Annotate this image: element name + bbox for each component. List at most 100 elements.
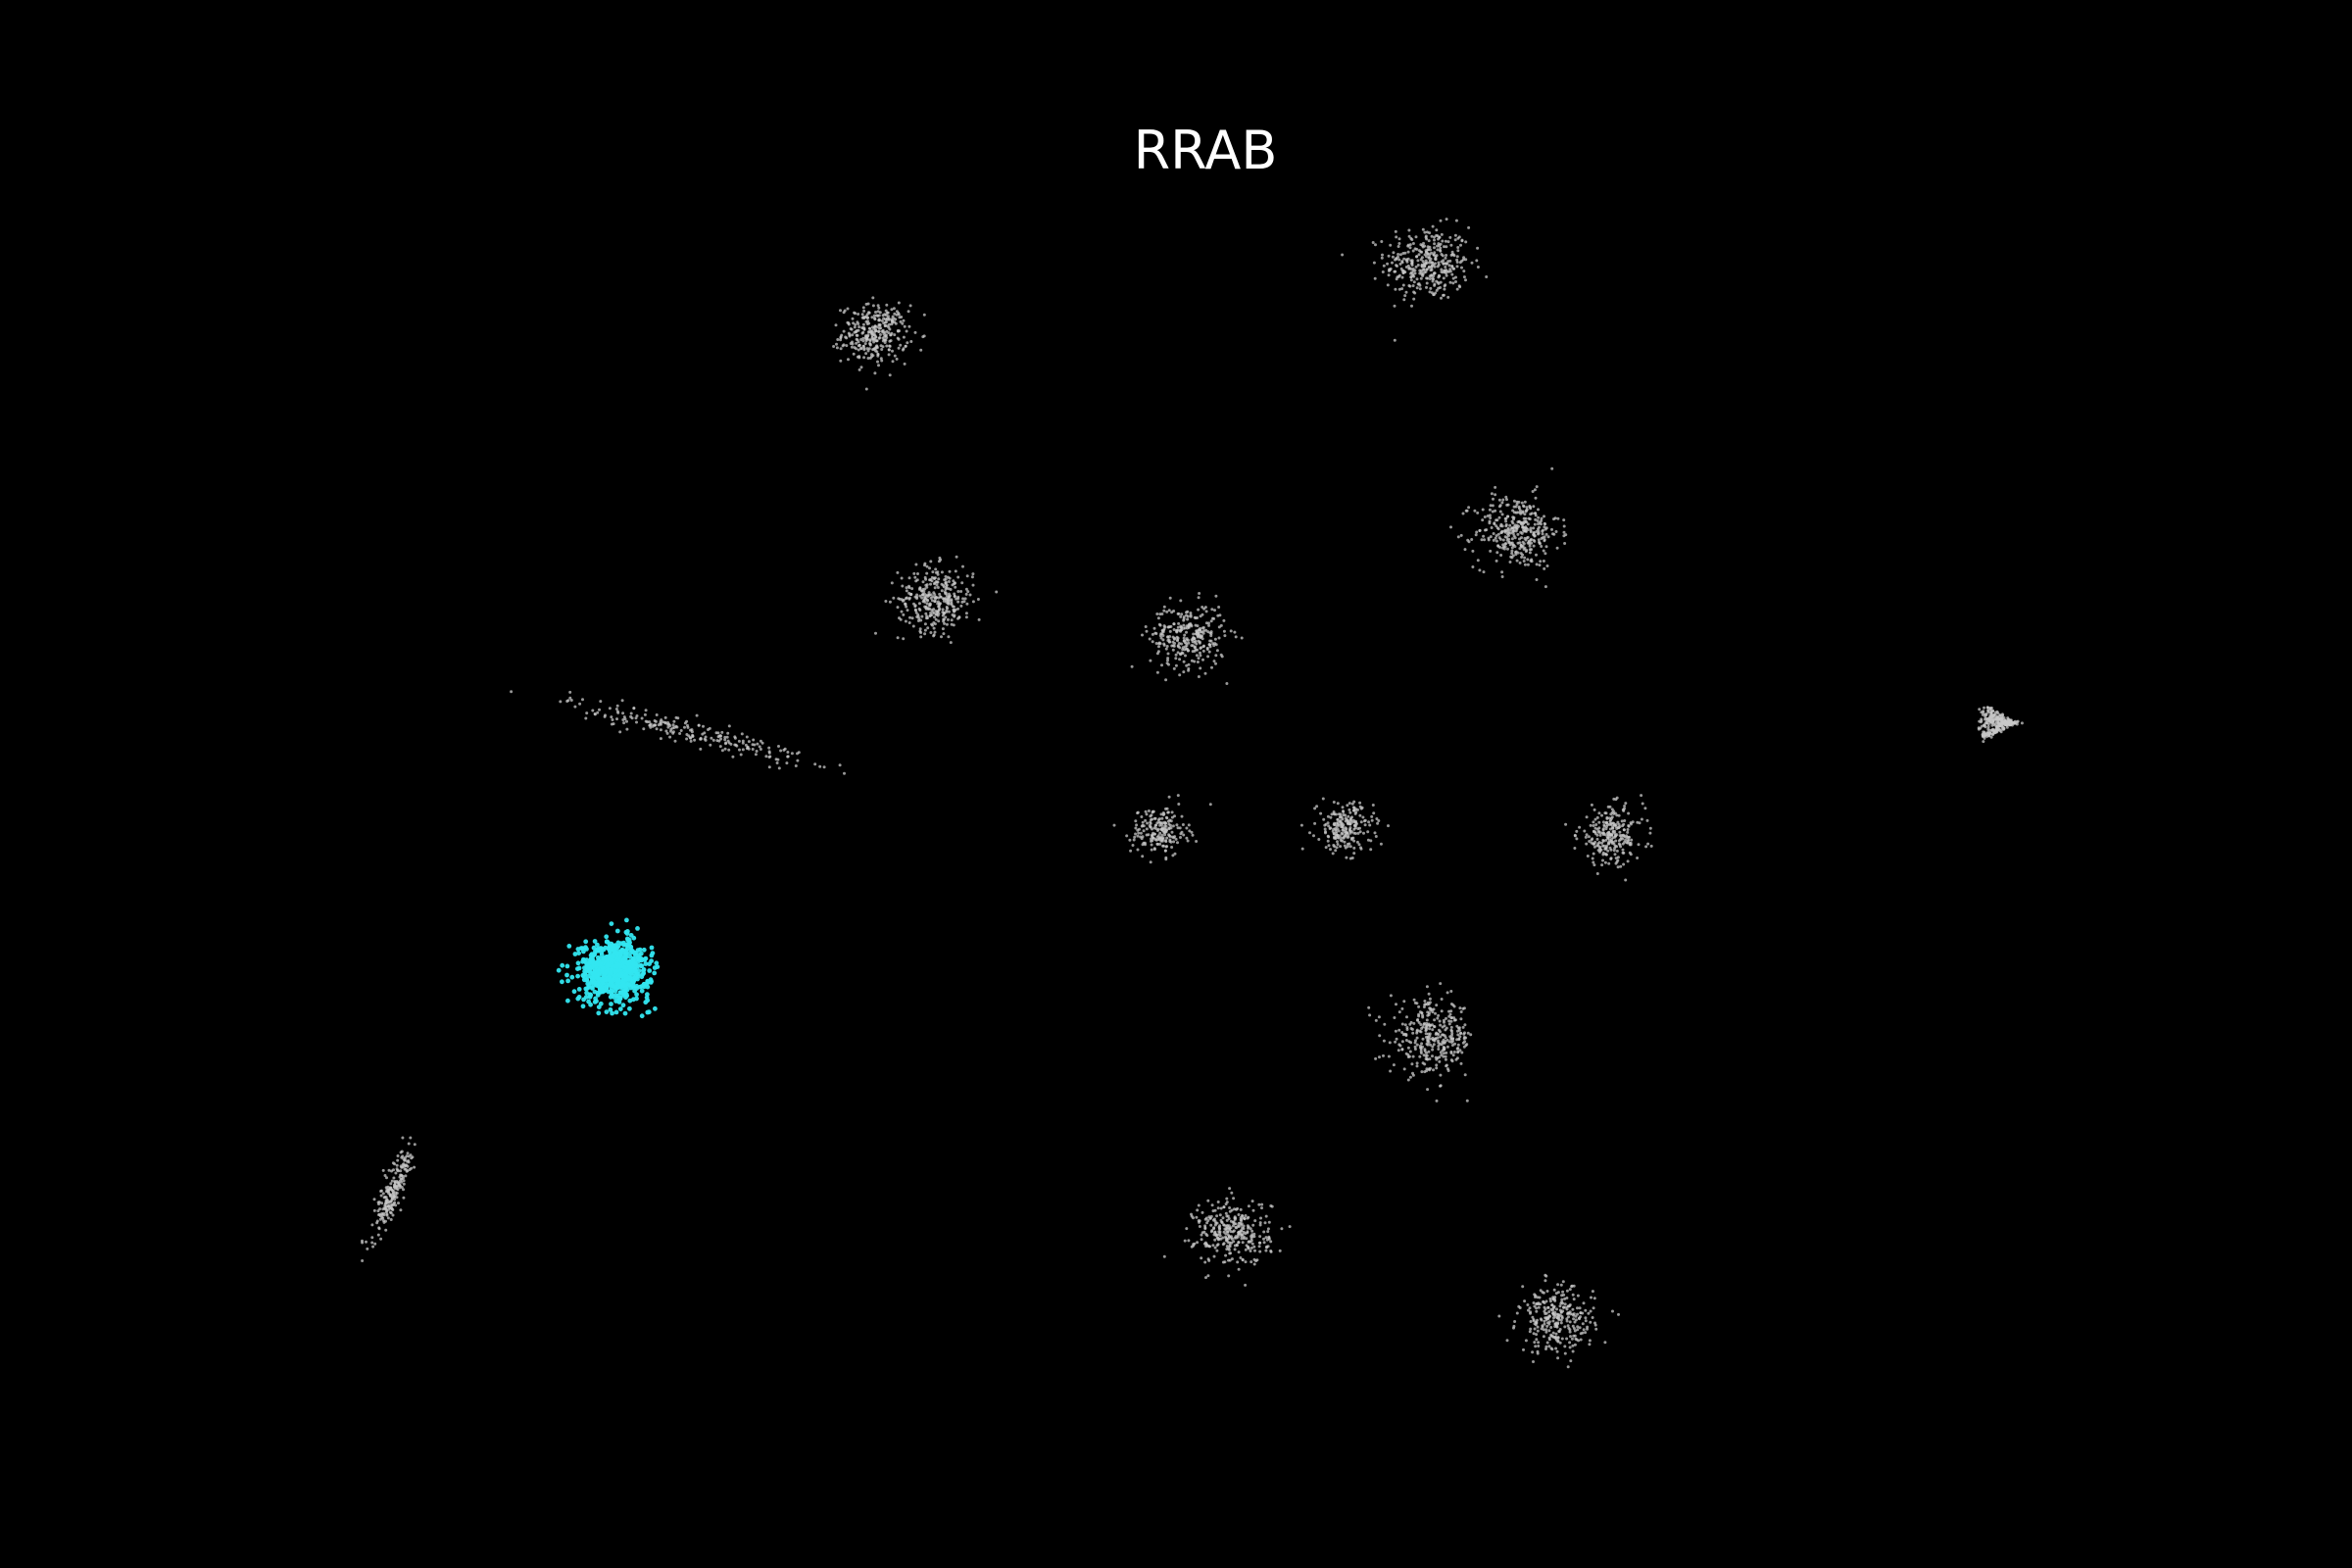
data-point	[685, 733, 689, 736]
data-point	[1159, 636, 1163, 640]
data-point	[1378, 1055, 1381, 1059]
data-point	[1169, 624, 1173, 628]
data-point	[1265, 1246, 1268, 1250]
data-point	[1425, 1018, 1429, 1022]
data-point	[1235, 1243, 1239, 1247]
data-point	[1204, 1276, 1207, 1280]
data-point	[1537, 1341, 1541, 1345]
data-point	[955, 555, 958, 559]
data-point	[1461, 512, 1465, 515]
data-point	[1185, 630, 1188, 634]
data-point	[1527, 516, 1531, 520]
data-point	[1984, 713, 1988, 717]
data-point	[1514, 553, 1518, 557]
data-point	[888, 344, 892, 348]
data-point	[1431, 224, 1435, 228]
data-point	[1244, 1260, 1248, 1264]
data-point	[1499, 554, 1503, 557]
data-point	[1250, 1200, 1254, 1203]
data-point	[685, 737, 689, 741]
data-point	[1453, 1042, 1456, 1046]
data-point	[1179, 836, 1182, 839]
data-point	[1382, 264, 1386, 268]
data-point	[1459, 243, 1462, 247]
data-point	[963, 597, 967, 601]
data-point	[1258, 1223, 1262, 1227]
data-point	[1620, 819, 1624, 823]
data-point	[1134, 826, 1138, 830]
data-point	[1141, 633, 1144, 637]
data-point	[1600, 813, 1603, 817]
data-point	[637, 968, 642, 973]
data-point	[583, 939, 589, 945]
data-point	[1465, 1099, 1469, 1102]
data-point	[1201, 645, 1205, 649]
data-point	[1300, 847, 1304, 851]
data-point	[625, 727, 629, 731]
data-point	[1537, 1301, 1541, 1305]
data-point	[1251, 1223, 1255, 1227]
data-point	[1424, 1054, 1428, 1058]
data-point	[1233, 1248, 1237, 1251]
data-point	[835, 346, 839, 350]
data-point	[1544, 532, 1548, 536]
data-point	[1519, 530, 1523, 534]
data-point	[1404, 290, 1408, 294]
data-point	[1245, 1237, 1249, 1241]
data-point	[1396, 274, 1400, 278]
data-point	[1606, 833, 1610, 837]
data-point	[1506, 528, 1510, 531]
data-point	[760, 741, 764, 745]
data-point	[1544, 1279, 1547, 1283]
data-point	[620, 982, 626, 988]
data-point	[907, 586, 911, 590]
data-point	[1557, 1317, 1561, 1320]
data-point	[1573, 834, 1577, 838]
data-point	[1579, 1338, 1583, 1342]
data-point	[1426, 1038, 1430, 1042]
data-point	[1524, 516, 1528, 520]
data-point	[1481, 518, 1485, 522]
data-point	[1533, 1322, 1537, 1326]
data-point	[1242, 1230, 1246, 1234]
data-point	[1186, 839, 1190, 843]
data-point	[1445, 273, 1448, 277]
data-point	[1586, 1327, 1589, 1331]
data-point	[1375, 817, 1379, 820]
data-point	[880, 348, 884, 351]
data-point	[1258, 1221, 1262, 1225]
data-point	[1466, 1031, 1470, 1035]
data-point	[1449, 1003, 1453, 1005]
data-point	[1197, 596, 1200, 600]
data-point	[1176, 651, 1180, 655]
data-point	[851, 340, 854, 344]
data-point	[1501, 543, 1505, 547]
data-point	[394, 1171, 398, 1175]
data-point	[1433, 283, 1437, 287]
data-point	[1182, 833, 1186, 837]
data-point	[1443, 245, 1446, 249]
data-point	[1586, 855, 1590, 858]
data-point	[1573, 1320, 1577, 1324]
data-point	[1400, 275, 1404, 279]
data-point	[1459, 1010, 1463, 1013]
cluster-other-12	[1162, 1187, 1292, 1287]
data-point	[384, 1228, 388, 1232]
data-point	[1993, 729, 1997, 733]
data-point	[604, 939, 610, 945]
data-point	[1573, 1329, 1577, 1333]
data-point	[836, 338, 840, 341]
data-point	[1343, 840, 1347, 844]
data-point	[867, 311, 870, 315]
data-point	[727, 741, 731, 745]
data-point	[1605, 815, 1609, 819]
data-point	[1199, 666, 1202, 670]
data-point	[1529, 507, 1533, 511]
data-point	[1266, 1230, 1270, 1234]
data-point	[1534, 517, 1538, 521]
data-point	[1340, 836, 1344, 840]
data-point	[1247, 1246, 1250, 1250]
data-point	[1396, 255, 1399, 259]
data-point	[887, 353, 891, 357]
data-point	[1532, 1301, 1536, 1304]
